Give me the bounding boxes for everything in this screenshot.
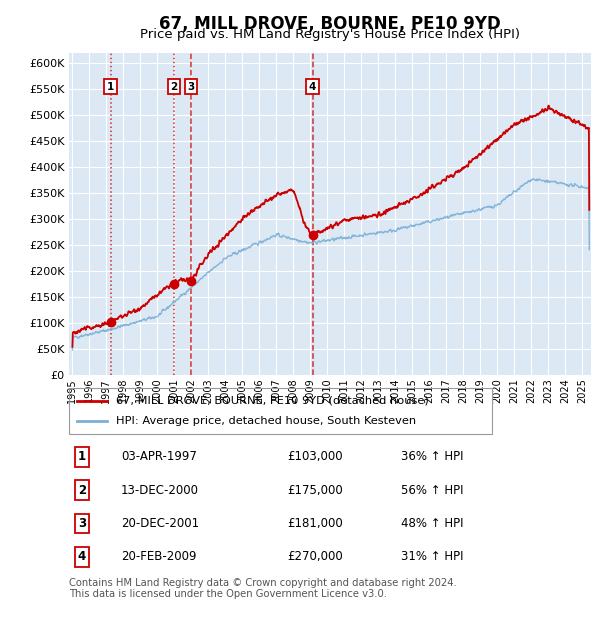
Text: HPI: Average price, detached house, South Kesteven: HPI: Average price, detached house, Sout… (116, 416, 416, 426)
Text: 4: 4 (78, 551, 86, 564)
Text: 56% ↑ HPI: 56% ↑ HPI (401, 484, 464, 497)
Text: Price paid vs. HM Land Registry's House Price Index (HPI): Price paid vs. HM Land Registry's House … (140, 28, 520, 41)
Text: 1: 1 (78, 450, 86, 463)
Text: 1: 1 (107, 82, 114, 92)
Text: 2: 2 (78, 484, 86, 497)
Text: 3: 3 (187, 82, 194, 92)
Text: 31% ↑ HPI: 31% ↑ HPI (401, 551, 464, 564)
Text: 20-DEC-2001: 20-DEC-2001 (121, 517, 199, 530)
Text: 13-DEC-2000: 13-DEC-2000 (121, 484, 199, 497)
Text: £175,000: £175,000 (287, 484, 343, 497)
Text: 2: 2 (170, 82, 178, 92)
Text: 67, MILL DROVE, BOURNE, PE10 9YD: 67, MILL DROVE, BOURNE, PE10 9YD (159, 16, 501, 33)
Text: 20-FEB-2009: 20-FEB-2009 (121, 551, 196, 564)
Text: 3: 3 (78, 517, 86, 530)
Text: £103,000: £103,000 (287, 450, 343, 463)
Text: 4: 4 (309, 82, 316, 92)
Text: 03-APR-1997: 03-APR-1997 (121, 450, 197, 463)
Text: 67, MILL DROVE, BOURNE, PE10 9YD (detached house): 67, MILL DROVE, BOURNE, PE10 9YD (detach… (116, 396, 428, 405)
Text: 36% ↑ HPI: 36% ↑ HPI (401, 450, 464, 463)
Text: Contains HM Land Registry data © Crown copyright and database right 2024.
This d: Contains HM Land Registry data © Crown c… (69, 578, 457, 600)
Text: 48% ↑ HPI: 48% ↑ HPI (401, 517, 464, 530)
Text: £270,000: £270,000 (287, 551, 343, 564)
Text: £181,000: £181,000 (287, 517, 343, 530)
